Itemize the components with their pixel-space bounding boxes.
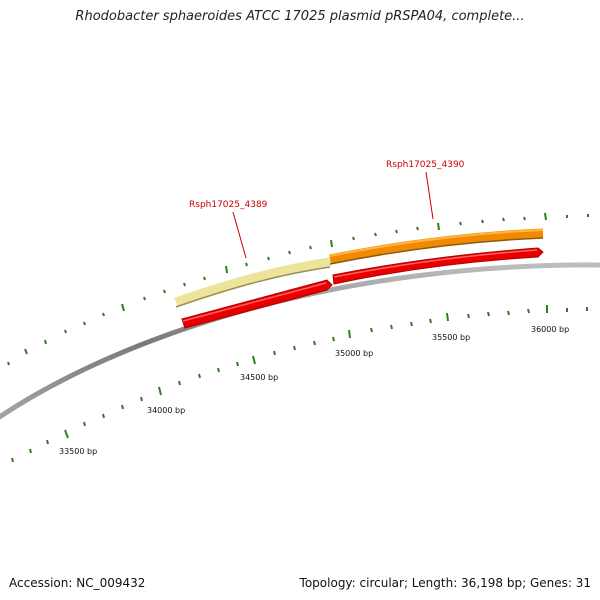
gene-4390-leader: [425, 171, 434, 220]
scale-label-33500: 33500 bp: [59, 447, 97, 456]
gene-4390-forward[interactable]: [329, 228, 544, 264]
gene-4389-reverse-highlight: [182, 282, 327, 322]
scale-label-35000: 35000 bp: [335, 349, 373, 358]
gene-4390-reverse-highlight: [333, 249, 538, 278]
gene-4389-forward[interactable]: [174, 257, 331, 307]
gene-4389-leader: [232, 211, 247, 259]
gene-4390-forward-edge: [329, 237, 544, 265]
scale-label-35500: 35500 bp: [432, 333, 470, 342]
accession-text: Accession: NC_009432: [9, 576, 146, 590]
outer-tick-row: [7, 212, 589, 366]
scale-label-34000: 34000 bp: [147, 406, 185, 415]
gene-4390-reverse[interactable]: [332, 247, 544, 285]
gene-4390-forward-highlight: [329, 229, 544, 257]
scale-label-34500: 34500 bp: [240, 373, 278, 382]
topology-summary: Topology: circular; Length: 36,198 bp; G…: [299, 576, 591, 590]
inner-tick-row: [11, 305, 588, 463]
scale-label-36000: 36000 bp: [531, 325, 569, 334]
gene-label-4389[interactable]: Rsph17025_4389: [189, 200, 268, 210]
gene-label-4390[interactable]: Rsph17025_4390: [386, 160, 465, 170]
gene-4389-forward-edge: [175, 266, 331, 308]
map-title: Rhodobacter sphaeroides ATCC 17025 plasm…: [75, 9, 525, 24]
